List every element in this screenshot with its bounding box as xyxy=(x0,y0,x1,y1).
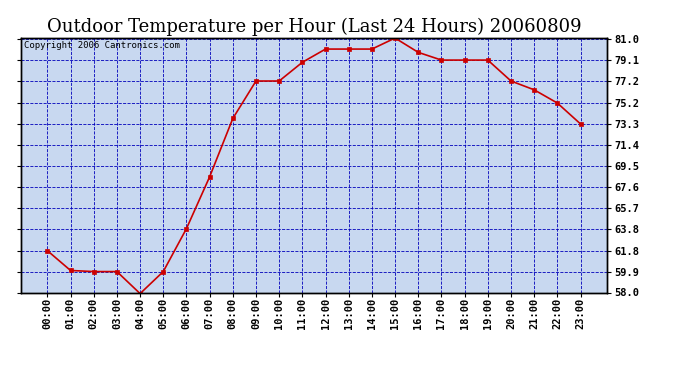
Title: Outdoor Temperature per Hour (Last 24 Hours) 20060809: Outdoor Temperature per Hour (Last 24 Ho… xyxy=(47,18,581,36)
Text: Copyright 2006 Cantronics.com: Copyright 2006 Cantronics.com xyxy=(23,41,179,50)
